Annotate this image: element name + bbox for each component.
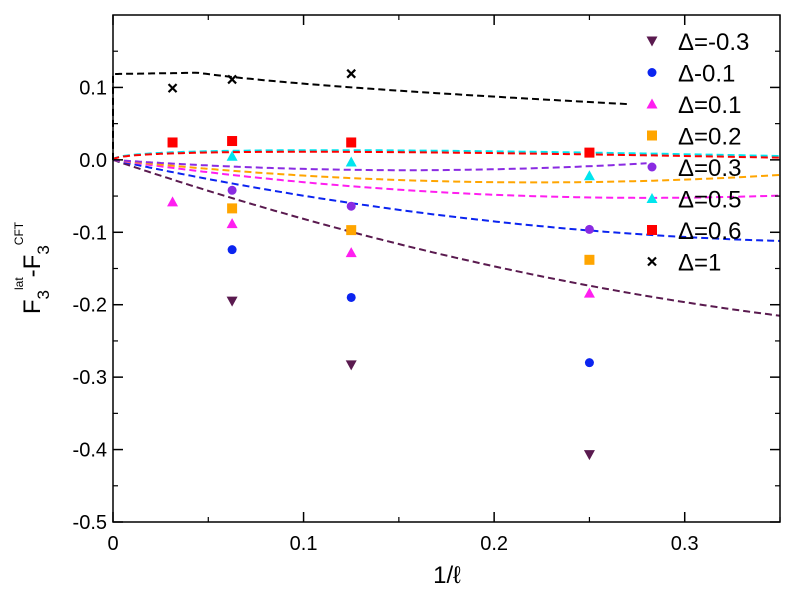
data-point bbox=[583, 450, 595, 461]
legend-label: Δ=0.6 bbox=[678, 218, 741, 245]
legend-label: Δ=-0.3 bbox=[678, 29, 749, 56]
x-tick-label: 0.1 bbox=[290, 533, 318, 555]
data-point bbox=[226, 150, 238, 161]
legend-marker bbox=[646, 98, 658, 109]
y-title-sub-2: 3 bbox=[34, 245, 53, 254]
x-marker-stroke bbox=[647, 256, 657, 267]
legend-label: Δ=1 bbox=[678, 250, 721, 277]
y-tick-label: -0.1 bbox=[73, 222, 107, 244]
data-markers bbox=[167, 68, 595, 461]
data-point bbox=[346, 292, 356, 302]
legend: Δ=-0.3 Δ-0.1 Δ=0.1 Δ=0.2 Δ=0.3 Δ=0.5 Δ=0.6 Δ=1 bbox=[646, 29, 749, 277]
legend-label: Δ=0.2 bbox=[678, 124, 741, 151]
svg-text:F3lat-F3CFT: F3lat-F3CFT bbox=[12, 221, 53, 314]
legend-marker bbox=[647, 68, 657, 77]
x-marker-stroke bbox=[167, 83, 178, 93]
data-point bbox=[227, 203, 238, 214]
data-point bbox=[346, 225, 357, 236]
fit-line bbox=[112, 158, 781, 317]
data-point bbox=[583, 170, 595, 181]
legend-marker bbox=[646, 36, 658, 47]
data-point bbox=[584, 254, 595, 265]
y-title-base-1: F bbox=[19, 299, 46, 314]
x-tick-label: 0.3 bbox=[671, 533, 699, 555]
x-marker-stroke bbox=[227, 74, 237, 85]
y-title-sup-1: lat bbox=[12, 277, 26, 290]
legend-label: Δ-0.1 bbox=[678, 61, 735, 88]
y-tick-label: -0.5 bbox=[73, 512, 107, 534]
data-point bbox=[346, 201, 356, 211]
legend-label: Δ=0.5 bbox=[678, 187, 741, 214]
data-point bbox=[583, 287, 595, 298]
legend-marker bbox=[647, 256, 657, 267]
data-point bbox=[227, 245, 237, 255]
legend-marker bbox=[647, 225, 657, 235]
legend-marker bbox=[647, 162, 657, 172]
fit-line bbox=[113, 158, 647, 172]
fit-line bbox=[112, 150, 781, 161]
data-point bbox=[167, 137, 178, 148]
fit-line bbox=[112, 149, 781, 161]
y-tick-label: 0.0 bbox=[79, 150, 107, 172]
data-point bbox=[346, 68, 356, 79]
y-title-sup-2: CFT bbox=[12, 221, 26, 245]
y-tick-label: -0.3 bbox=[73, 367, 107, 389]
legend-label: Δ=0.3 bbox=[678, 155, 741, 182]
data-point bbox=[584, 147, 595, 158]
data-point bbox=[345, 247, 357, 258]
y-tick-label: 0.1 bbox=[79, 77, 107, 99]
axis-ticks bbox=[112, 15, 781, 523]
data-point bbox=[167, 196, 179, 207]
data-point bbox=[227, 74, 237, 85]
data-point bbox=[227, 185, 237, 195]
fit-line bbox=[113, 158, 781, 199]
data-point bbox=[345, 156, 357, 167]
y-axis-title: F3lat-F3CFT bbox=[12, 221, 53, 314]
fit-lines bbox=[112, 71, 781, 317]
y-title-sub-1: 3 bbox=[34, 290, 53, 299]
legend-label: Δ=0.1 bbox=[678, 92, 741, 119]
x-axis-title: 1/ℓ bbox=[433, 562, 461, 589]
data-point bbox=[346, 137, 357, 148]
fit-line bbox=[112, 71, 628, 160]
data-point bbox=[226, 296, 238, 307]
legend-marker bbox=[646, 193, 658, 203]
y-title-base-2: F bbox=[19, 255, 46, 270]
data-point bbox=[584, 224, 594, 234]
x-tick-label: 0 bbox=[107, 533, 118, 555]
y-tick-label: -0.2 bbox=[73, 295, 107, 317]
data-point bbox=[345, 360, 357, 371]
data-point bbox=[167, 83, 178, 93]
x-marker-stroke bbox=[346, 68, 356, 79]
y-title-minus: - bbox=[19, 269, 46, 277]
data-point bbox=[227, 136, 238, 147]
tick-labels: 0 0.1 0.2 0.3 -0.5 -0.4 -0.3 -0.2 -0.1 0.0 0.1 bbox=[73, 77, 699, 555]
x-tick-label: 0.2 bbox=[480, 533, 508, 555]
legend-marker bbox=[647, 130, 657, 141]
data-point bbox=[584, 358, 594, 368]
fit-line bbox=[113, 158, 781, 184]
data-point bbox=[226, 218, 238, 229]
y-tick-label: -0.4 bbox=[73, 440, 107, 462]
